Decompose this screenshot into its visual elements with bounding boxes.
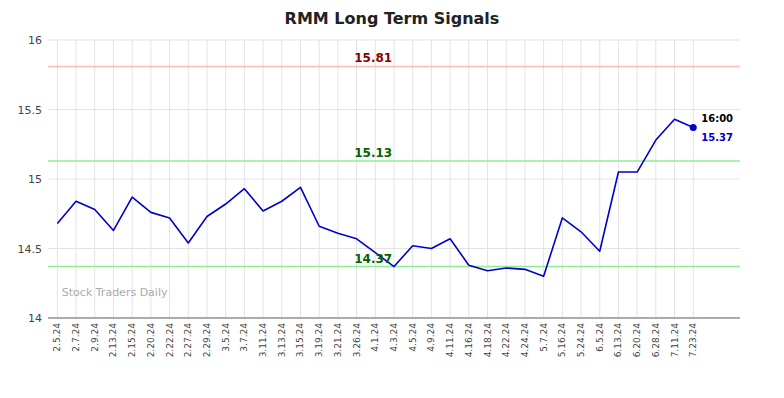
y-tick-label: 14.5 — [18, 243, 43, 256]
x-tick-label: 7.23.24 — [688, 323, 698, 358]
x-tick-label: 4.3.24 — [389, 323, 399, 352]
x-axis-line — [48, 317, 740, 318]
y-grid-line — [48, 40, 740, 41]
endpoint-value: 15.37 — [701, 132, 733, 143]
x-tick-label: 2.9.24 — [90, 323, 100, 352]
reference-label: 15.13 — [354, 146, 392, 160]
x-tick-label: 2.5.24 — [52, 323, 62, 352]
y-tick-label: 16 — [28, 34, 42, 47]
x-tick-label: 4.18.24 — [483, 323, 493, 358]
x-tick-label: 6.5.24 — [595, 323, 605, 352]
price-line — [57, 119, 693, 276]
x-tick-label: 2.13.24 — [108, 323, 118, 358]
y-tick-label: 15.5 — [18, 104, 43, 117]
x-tick-label: 4.16.24 — [464, 323, 474, 358]
endpoint-time: 16:00 — [701, 113, 733, 124]
x-tick-label: 4.5.24 — [408, 323, 418, 352]
x-tick-label: 2.7.24 — [71, 323, 81, 352]
y-grid-line — [48, 179, 740, 180]
x-tick-label: 5.16.24 — [557, 323, 567, 358]
endpoint-dot — [690, 124, 697, 131]
x-tick-label: 2.27.24 — [183, 323, 193, 358]
reference-label: 14.37 — [354, 252, 392, 266]
plot-area — [48, 66, 740, 276]
x-tick-label: 3.21.24 — [333, 323, 343, 358]
x-tick-label: 6.13.24 — [613, 323, 623, 358]
y-grid-line — [48, 109, 740, 110]
x-tick-label: 3.13.24 — [277, 323, 287, 358]
x-tick-label: 3.15.24 — [295, 323, 305, 358]
watermark: Stock Traders Daily — [62, 286, 168, 299]
reference-line — [48, 160, 740, 162]
y-tick-label: 14 — [28, 312, 42, 325]
x-tick-label: 4.11.24 — [445, 323, 455, 358]
x-tick-label: 5.7.24 — [539, 323, 549, 352]
x-tick-label: 4.1.24 — [370, 323, 380, 352]
reference-label: 15.81 — [354, 51, 392, 65]
x-tick-label: 3.26.24 — [352, 323, 362, 358]
y-grid-line — [48, 248, 740, 249]
x-tick-label: 2.15.24 — [127, 323, 137, 358]
x-tick-label: 3.11.24 — [258, 323, 268, 358]
x-tick-label: 4.9.24 — [426, 323, 436, 352]
x-tick-label: 2.29.24 — [202, 323, 212, 358]
reference-line — [48, 66, 740, 68]
x-tick-label: 2.22.24 — [165, 323, 175, 358]
chart: RMM Long Term Signals 14 14.5 15 15.5 16 2.5.2… — [0, 0, 784, 398]
title: RMM Long Term Signals — [285, 9, 500, 28]
x-tick-label: 6.20.24 — [632, 323, 642, 358]
x-tick-label: 3.7.24 — [239, 323, 249, 352]
x-tick-label: 2.20.24 — [146, 323, 156, 358]
y-tick-label: 15 — [28, 173, 42, 186]
x-tick-label: 3.5.24 — [221, 323, 231, 352]
x-tick-label: 3.19.24 — [314, 323, 324, 358]
x-tick-label: 4.22.24 — [501, 323, 511, 358]
x-tick-label: 6.28.24 — [651, 323, 661, 358]
x-tick-label: 5.24.24 — [576, 323, 586, 358]
x-tick-label: 4.24.24 — [520, 323, 530, 358]
x-tick-label: 7.11.24 — [670, 323, 680, 358]
y-grid-line — [48, 318, 740, 319]
